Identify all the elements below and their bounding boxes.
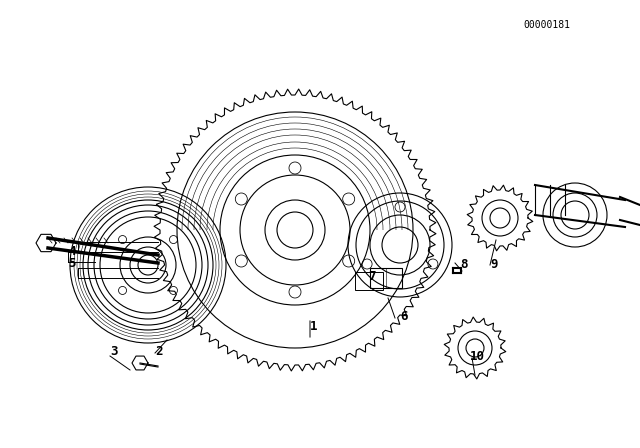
Text: 7: 7 (368, 270, 376, 283)
Text: 5: 5 (68, 257, 76, 270)
Text: 6: 6 (400, 310, 408, 323)
Text: 9: 9 (490, 258, 497, 271)
Bar (370, 268, 402, 288)
Text: 3: 3 (110, 345, 118, 358)
Text: 10: 10 (470, 350, 485, 363)
Text: 2: 2 (155, 345, 163, 358)
Text: 8: 8 (460, 258, 467, 271)
Text: 1: 1 (310, 320, 317, 333)
Text: 4: 4 (68, 245, 76, 258)
Text: 00000181: 00000181 (523, 20, 570, 30)
